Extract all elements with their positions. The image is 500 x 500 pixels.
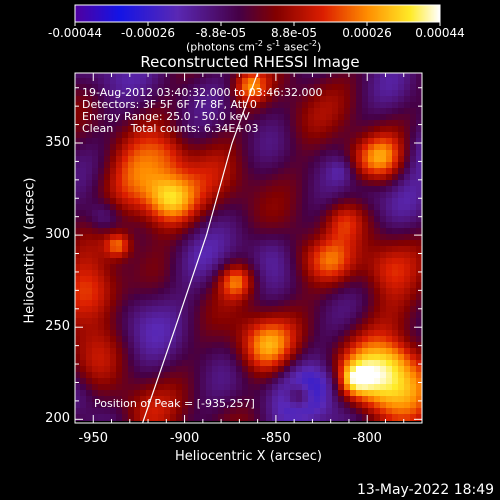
y-tick-label: 200 bbox=[45, 411, 70, 427]
footer-timestamp: 13-May-2022 18:49 bbox=[357, 482, 495, 498]
units-suffix: ) bbox=[316, 40, 322, 54]
colorbar-tick-label: 0.00026 bbox=[342, 26, 392, 40]
x-axis-label: Heliocentric X (arcsec) bbox=[175, 449, 322, 464]
colorbar-tick-label: 8.8e-05 bbox=[270, 26, 318, 40]
units-prefix: (photons cm bbox=[186, 40, 255, 54]
y-axis-label: Heliocentric Y (arcsec) bbox=[22, 177, 38, 324]
colorbar-frame bbox=[74, 4, 441, 23]
info-line-1: 19-Aug-2012 03:40:32.000 to 03:46:32.000 bbox=[82, 86, 323, 99]
colorbar-tick-label: -8.8e-05 bbox=[195, 26, 247, 40]
x-tick-label: -900 bbox=[169, 431, 200, 446]
colorbar-tick-label: -0.00026 bbox=[121, 26, 175, 40]
units-exp3: -2 bbox=[308, 39, 317, 48]
plot-frame bbox=[74, 72, 423, 424]
units-exp1: -2 bbox=[254, 39, 263, 48]
units-exp2: -1 bbox=[272, 39, 281, 48]
y-tick-label: 300 bbox=[45, 227, 70, 243]
x-tick-label: -850 bbox=[261, 431, 291, 446]
limb-line bbox=[142, 72, 259, 424]
y-tick-label: 250 bbox=[45, 319, 70, 335]
plot-title: Reconstructed RHESSI Image bbox=[140, 53, 360, 71]
colorbar-units: (photons cm-2 s-1 asec-2) bbox=[186, 39, 321, 54]
colorbar-tick-label: -0.00044 bbox=[48, 26, 102, 40]
info-line-2: Detectors: 3F 5F 6F 7F 8F, Att 0 bbox=[82, 98, 257, 111]
colorbar-tick-label: 0.00044 bbox=[415, 26, 465, 40]
info-line-4: Clean Total counts: 6.34E+03 bbox=[82, 122, 259, 135]
heatmap-image bbox=[75, 73, 422, 423]
x-tick-label: -950 bbox=[78, 431, 108, 446]
x-tick-label: -800 bbox=[352, 431, 382, 446]
colorbar-tick-labels: -0.00044 -0.00026 -8.8e-05 8.8e-05 0.00026 0.… bbox=[0, 26, 500, 42]
units-mid2: asec bbox=[280, 40, 309, 54]
y-tick-labels: 200 250 300 350 bbox=[0, 0, 70, 500]
x-tick-labels: -950 -900 -850 -800 bbox=[0, 431, 500, 447]
units-mid1: s bbox=[262, 40, 273, 54]
colorbar bbox=[75, 5, 440, 22]
info-line-3: Energy Range: 25.0 - 50.0 keV bbox=[82, 110, 250, 123]
plot-axes bbox=[74, 72, 423, 424]
y-tick-label: 350 bbox=[45, 135, 70, 150]
colorbar-ticks bbox=[74, 4, 441, 26]
peak-position-label: Position of Peak = [-935,257] bbox=[94, 397, 255, 410]
